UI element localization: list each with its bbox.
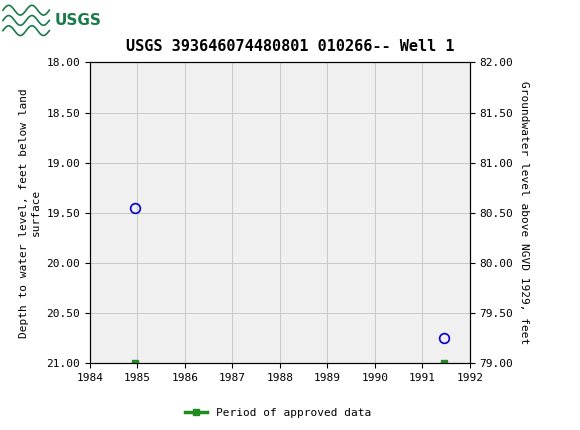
Legend: Period of approved data: Period of approved data [181, 403, 376, 422]
Bar [0, 0, 104, 41]
Text: USGS: USGS [55, 13, 102, 28]
Text: USGS 393646074480801 010266-- Well 1: USGS 393646074480801 010266-- Well 1 [126, 39, 454, 54]
Y-axis label: Depth to water level, feet below land
surface: Depth to water level, feet below land su… [19, 88, 41, 338]
Y-axis label: Groundwater level above NGVD 1929, feet: Groundwater level above NGVD 1929, feet [519, 81, 529, 344]
